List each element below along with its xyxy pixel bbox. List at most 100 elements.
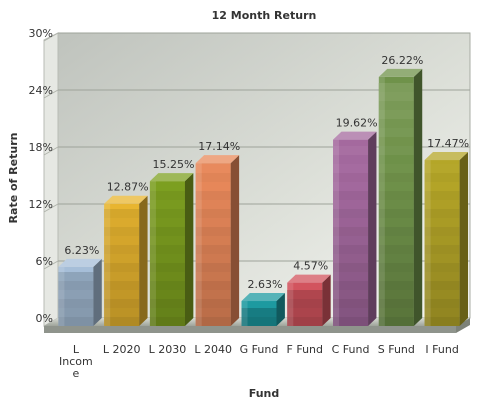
bar-band xyxy=(378,146,414,155)
bar-band xyxy=(333,173,369,182)
data-label: 15.25% xyxy=(152,158,194,171)
bar-top xyxy=(424,152,469,161)
bar-band xyxy=(195,236,231,245)
y-tick-label: 18% xyxy=(29,141,53,154)
x-tick-label: C Fund xyxy=(332,343,370,356)
bar-band xyxy=(378,110,414,119)
chart-title: 12 Month Return xyxy=(212,9,317,22)
bar-band xyxy=(378,200,414,209)
bar-band xyxy=(378,281,414,290)
bar-band xyxy=(424,272,460,281)
data-label: 4.57% xyxy=(293,260,328,273)
bar-band xyxy=(378,137,414,146)
data-label: 17.14% xyxy=(198,140,240,153)
bar-band xyxy=(104,209,140,218)
bar-band xyxy=(333,191,369,200)
bar xyxy=(195,155,240,326)
bar-band xyxy=(378,308,414,317)
bar-band xyxy=(378,299,414,308)
x-tick-label: L 2030 xyxy=(149,343,187,356)
bar-band xyxy=(424,164,460,173)
bar-highlight xyxy=(378,76,385,326)
bar-band xyxy=(287,317,323,326)
grid-line-side xyxy=(43,146,59,156)
bar-band xyxy=(333,308,369,317)
bar-top xyxy=(58,258,102,267)
bar-highlight xyxy=(195,163,202,326)
bar-band xyxy=(378,227,414,236)
bar-band xyxy=(333,218,369,227)
bar-band xyxy=(424,281,460,290)
bar-band xyxy=(333,245,369,254)
bar-band xyxy=(424,236,460,245)
bar-band xyxy=(378,155,414,164)
bar xyxy=(333,131,377,326)
bar-band xyxy=(333,263,369,272)
bar-band xyxy=(241,308,277,317)
bar-band xyxy=(195,272,231,281)
bar-top xyxy=(333,131,377,140)
bar-band xyxy=(195,164,231,173)
bar-band xyxy=(149,227,185,236)
bar-band xyxy=(378,173,414,182)
bar xyxy=(287,274,331,326)
bar-band xyxy=(104,272,140,281)
bar-band xyxy=(333,200,369,209)
bar-side xyxy=(139,195,148,326)
bar-band xyxy=(333,164,369,173)
x-tick-label: L Incom e xyxy=(59,343,93,380)
bar-band xyxy=(424,299,460,308)
bar-band xyxy=(333,209,369,218)
bar-band xyxy=(378,164,414,173)
bar xyxy=(241,293,285,326)
bar-band xyxy=(378,92,414,101)
bar-top xyxy=(241,293,285,302)
y-tick-label: 30% xyxy=(29,27,53,40)
data-label: 17.47% xyxy=(427,137,469,150)
bar-band xyxy=(424,182,460,191)
bar-band xyxy=(195,191,231,200)
plot-floor-side xyxy=(456,318,470,333)
bar-band xyxy=(195,254,231,263)
bar xyxy=(378,68,423,326)
bar-band xyxy=(333,146,369,155)
bar-band xyxy=(378,236,414,245)
bar-band xyxy=(149,308,185,317)
bar-side xyxy=(413,68,423,326)
bar-side xyxy=(276,293,285,326)
y-tick-label: 24% xyxy=(29,84,53,97)
x-tick-label: F Fund xyxy=(287,343,323,356)
x-axis-title: Fund xyxy=(249,387,280,400)
bar-highlight xyxy=(424,160,431,326)
bar-band xyxy=(333,182,369,191)
bar xyxy=(149,173,194,326)
bar-highlight xyxy=(287,282,294,326)
bar-side xyxy=(184,173,194,326)
bar-band xyxy=(378,83,414,92)
bar-band xyxy=(104,317,140,326)
bar-band xyxy=(333,290,369,299)
bar-band xyxy=(424,209,460,218)
bar-highlight xyxy=(149,181,156,326)
bar-band xyxy=(149,200,185,209)
bar-band xyxy=(378,209,414,218)
bar-band xyxy=(424,173,460,182)
bar-band xyxy=(424,317,460,326)
bar-side xyxy=(230,155,240,326)
bar-band xyxy=(424,290,460,299)
bar-band xyxy=(195,227,231,236)
x-tick-label: L 2020 xyxy=(103,343,141,356)
bar-band xyxy=(104,299,140,308)
bar-top xyxy=(287,274,331,283)
x-tick-label: S Fund xyxy=(378,343,415,356)
y-tick-label: 0% xyxy=(36,312,53,325)
bar-band xyxy=(149,281,185,290)
bar-band xyxy=(333,155,369,164)
bar-band xyxy=(378,317,414,326)
bar-band xyxy=(58,299,94,308)
bar-band xyxy=(104,281,140,290)
x-tick-label: L 2040 xyxy=(194,343,232,356)
bar-band xyxy=(287,299,323,308)
grid-line-side xyxy=(43,89,59,99)
